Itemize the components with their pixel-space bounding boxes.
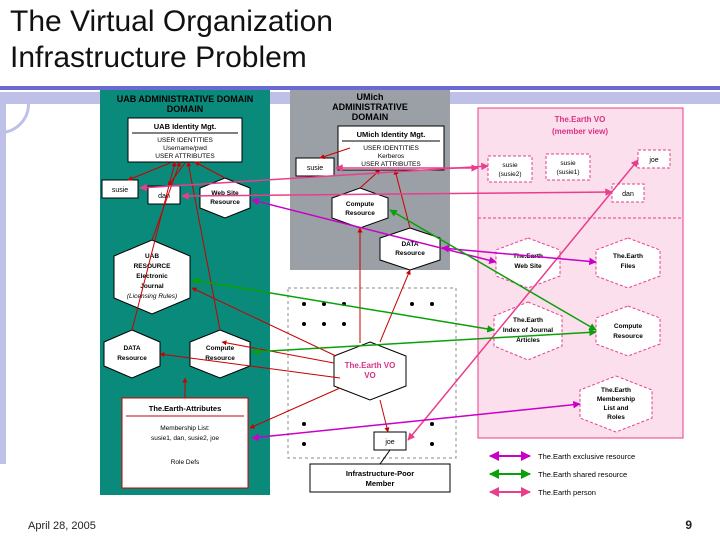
diagram: UAB ADMINISTRATIVE DOMAIN DOMAIN UAB Ide… xyxy=(80,88,690,514)
svg-text:Files: Files xyxy=(621,263,636,270)
svg-text:(Licensing Rules): (Licensing Rules) xyxy=(127,293,177,300)
legend-person: The.Earth person xyxy=(538,488,596,497)
svg-text:Index of Journal: Index of Journal xyxy=(503,327,553,334)
svg-text:Resource: Resource xyxy=(345,210,375,217)
umich-idmgt: UMich Identity Mgt. xyxy=(357,130,426,139)
svg-text:UAB: UAB xyxy=(145,253,159,260)
uab-header: UAB ADMINISTRATIVE DOMAIN xyxy=(117,94,254,104)
svg-text:dan: dan xyxy=(622,191,634,198)
svg-text:Articles: Articles xyxy=(516,337,540,344)
svg-text:Roles: Roles xyxy=(607,414,625,421)
svg-text:joe: joe xyxy=(648,157,658,164)
svg-text:DOMAIN: DOMAIN xyxy=(167,104,204,114)
svg-text:Compute: Compute xyxy=(346,201,375,208)
earth-attrs: The.Earth-Attributes xyxy=(149,404,222,413)
joe: joe xyxy=(384,439,394,446)
svg-text:Username/pwd: Username/pwd xyxy=(163,145,207,152)
legend-shared: The.Earth shared resource xyxy=(538,470,627,479)
svg-text:Member: Member xyxy=(366,479,395,488)
svg-text:Membership List:: Membership List: xyxy=(160,425,210,432)
svg-text:USER ATTRIBUTES: USER ATTRIBUTES xyxy=(155,153,215,160)
svg-text:USER IDENTITIES: USER IDENTITIES xyxy=(363,145,419,152)
svg-text:Web Site: Web Site xyxy=(514,263,542,270)
svg-text:susie: susie xyxy=(502,162,518,169)
svg-text:DATA: DATA xyxy=(123,345,140,352)
svg-text:(member view): (member view) xyxy=(552,127,608,136)
slide-title: The Virtual Organization Infrastructure … xyxy=(0,0,720,76)
svg-text:Resource: Resource xyxy=(395,250,425,257)
svg-text:Compute: Compute xyxy=(206,345,235,352)
svg-text:The.Earth: The.Earth xyxy=(601,387,631,394)
corner-curve-top xyxy=(0,74,30,134)
svg-text:Resource: Resource xyxy=(613,333,643,340)
legend-exclusive: The.Earth exclusive resource xyxy=(538,452,635,461)
umich-susie: susie xyxy=(307,165,323,172)
svg-text:susie1, dan, susie2, joe: susie1, dan, susie2, joe xyxy=(151,435,219,442)
svg-text:Infrastructure-Poor: Infrastructure-Poor xyxy=(346,469,414,478)
footer-date: April 28, 2005 xyxy=(28,520,96,532)
footer-page: 9 xyxy=(685,518,692,532)
svg-text:(susie1): (susie1) xyxy=(556,169,579,176)
title-underline xyxy=(0,86,720,90)
svg-text:Compute: Compute xyxy=(614,323,643,330)
svg-text:UMich: UMich xyxy=(357,92,384,102)
earth-vo: The.Earth VO xyxy=(345,361,396,370)
svg-text:The.Earth: The.Earth xyxy=(513,317,543,324)
svg-text:susie: susie xyxy=(560,160,576,167)
svg-text:The.Earth: The.Earth xyxy=(613,253,643,260)
title-line2: Infrastructure Problem xyxy=(10,41,307,74)
svg-text:USER IDENTITIES: USER IDENTITIES xyxy=(157,137,213,144)
svg-text:USER ATTRIBUTES: USER ATTRIBUTES xyxy=(361,161,421,168)
title-line1: The Virtual Organization xyxy=(10,5,333,38)
svg-text:ADMINISTRATIVE: ADMINISTRATIVE xyxy=(332,102,408,112)
svg-text:The.Earth VO: The.Earth VO xyxy=(555,115,606,124)
uab-idmgt: UAB Identity Mgt. xyxy=(154,122,217,131)
svg-text:Membership: Membership xyxy=(597,396,635,403)
svg-text:Electronic: Electronic xyxy=(136,273,168,280)
svg-text:DOMAIN: DOMAIN xyxy=(352,112,389,122)
svg-text:VO: VO xyxy=(364,371,376,380)
svg-text:RESOURCE: RESOURCE xyxy=(134,263,172,270)
svg-text:Resource: Resource xyxy=(210,199,240,206)
svg-text:List and: List and xyxy=(604,405,629,412)
svg-text:Kerberos: Kerberos xyxy=(378,153,405,160)
svg-text:Role Defs: Role Defs xyxy=(171,459,200,466)
uab-susie: susie xyxy=(112,187,128,194)
svg-text:Resource: Resource xyxy=(117,355,147,362)
svg-text:(susie2): (susie2) xyxy=(498,171,521,178)
left-bar xyxy=(0,104,6,464)
